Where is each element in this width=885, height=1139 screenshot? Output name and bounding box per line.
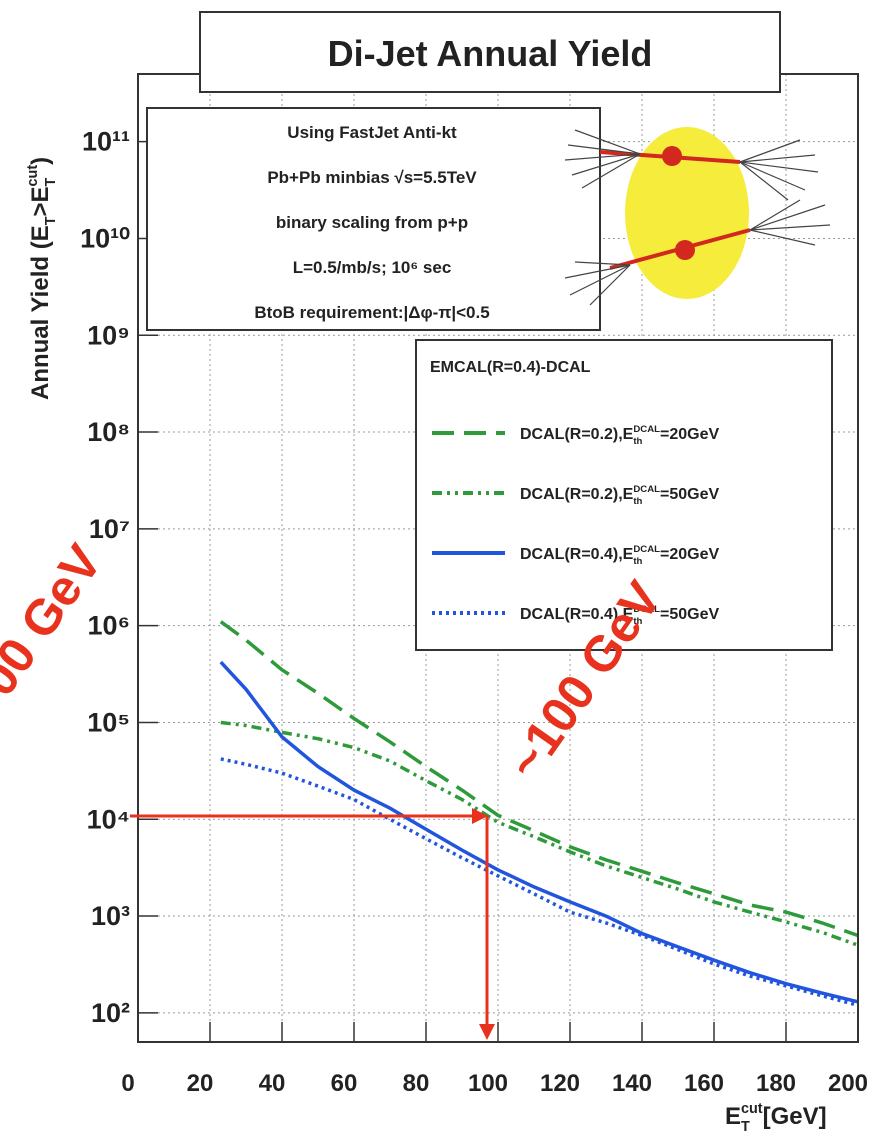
y-label-part: Annual Yield (E <box>27 225 54 400</box>
chart: 10² 10³ 10⁴ 10⁵ 10⁶ 10⁷ 10⁸ 10⁹ 10¹⁰ 10¹¹ 0 20 40 60 8… <box>0 0 885 1139</box>
y-tick-label: 10³ <box>91 901 130 931</box>
x-tick-label: 160 <box>684 1070 724 1097</box>
collision-ellipse <box>625 127 749 299</box>
x-tick-label: 180 <box>756 1070 796 1097</box>
info-line: Using FastJet Anti-kt <box>287 123 457 142</box>
legend-label: DCAL <box>633 424 660 435</box>
y-label-part: T <box>43 216 59 225</box>
info-line: BtoB requirement:|Δφ-π|<0.5 <box>254 303 489 322</box>
y-tick-label: 10¹¹ <box>82 127 130 157</box>
x-tick-label: 60 <box>331 1070 358 1097</box>
x-label-part: E <box>725 1103 741 1130</box>
legend-label: =20GeV <box>660 426 719 443</box>
y-tick-label: 10² <box>91 998 130 1028</box>
x-tick-label: 120 <box>540 1070 580 1097</box>
y-tick-label: 10⁹ <box>87 320 130 350</box>
y-tick-label: 10¹⁰ <box>80 223 130 253</box>
x-tick-label: 40 <box>259 1070 286 1097</box>
x-label-part: [GeV] <box>763 1103 827 1130</box>
y-label-part: ) <box>27 157 54 165</box>
y-tick-label: 10⁷ <box>89 514 130 544</box>
legend-label: DCAL <box>633 544 660 555</box>
x-tick-label: 200 <box>828 1070 868 1097</box>
legend-title: EMCAL(R=0.4)-DCAL <box>430 359 591 376</box>
info-line: binary scaling from p+p <box>276 213 468 232</box>
info-line: L=0.5/mb/s; 10⁶ sec <box>293 258 452 277</box>
x-tick-label: 0 <box>121 1070 134 1097</box>
y-tick-label: 10⁵ <box>87 707 130 737</box>
y-tick-label: 10⁶ <box>88 611 130 641</box>
y-label-part: T <box>43 177 59 186</box>
x-tick-label: 20 <box>187 1070 214 1097</box>
y-label-part: >E <box>27 186 54 216</box>
y-tick-label: 10⁸ <box>87 417 130 447</box>
legend-label: DCAL(R=0.4),E <box>520 546 634 563</box>
legend-label: th <box>633 556 642 567</box>
legend-label: DCAL <box>633 484 660 495</box>
chart-title: Di-Jet Annual Yield <box>328 33 653 74</box>
legend-label: DCAL(R=0.2),E <box>520 426 634 443</box>
x-label-part: T <box>741 1119 750 1135</box>
legend-label: th <box>633 496 642 507</box>
y-label-part: cut <box>25 165 41 187</box>
y-tick-label: 10⁴ <box>87 804 130 834</box>
legend-label: =20GeV <box>660 546 719 563</box>
vertex <box>662 146 682 166</box>
x-tick-label: 140 <box>612 1070 652 1097</box>
x-tick-label: 80 <box>403 1070 430 1097</box>
info-line: Pb+Pb minbias √s=5.5TeV <box>267 168 477 187</box>
legend-label: =50GeV <box>660 606 719 623</box>
legend-label: DCAL(R=0.2),E <box>520 486 634 503</box>
x-tick-label: 100 <box>468 1070 508 1097</box>
vertex <box>675 240 695 260</box>
legend-label: =50GeV <box>660 486 719 503</box>
x-label-part: cut <box>741 1101 763 1117</box>
legend-label: th <box>633 436 642 447</box>
